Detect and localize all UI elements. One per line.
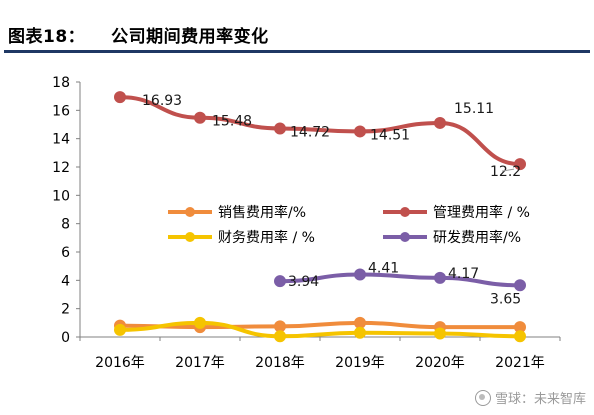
legend-label: 财务费用率 / % [218,229,315,246]
figure-title: 图表18： 公司期间费用率变化 [8,22,269,47]
data-label: 15.11 [454,101,494,117]
data-label: 3.65 [490,291,521,307]
data-point [434,116,446,129]
data-point [354,316,366,329]
x-tick-label: 2021年 [495,355,545,371]
snowball-logo-icon [474,389,491,406]
data-point [274,330,286,343]
legend-swatch-marker [185,207,195,217]
data-point [194,316,206,329]
legend-swatch-marker [400,232,410,242]
data-point [514,330,526,343]
watermark-text: 雪球：未来智库 [494,392,586,407]
data-label: 16.93 [142,93,182,109]
x-tick-label: 2019年 [335,355,385,371]
y-tick-label: 14 [52,132,70,148]
x-tick-label: 2020年 [415,355,465,371]
y-tick-label: 4 [61,273,70,289]
x-tick-label: 2017年 [175,355,225,371]
data-point [514,279,526,292]
y-tick-label: 18 [52,75,70,91]
title-rule [4,50,590,53]
data-point [114,323,126,336]
legend-swatch-marker [400,207,410,217]
y-tick-label: 16 [52,103,70,119]
y-tick-label: 0 [61,330,70,346]
y-tick-label: 12 [52,160,70,176]
x-tick-label: 2016年 [95,355,145,371]
data-point [354,125,366,138]
figure-title-text: 公司期间费用率变化 [111,27,269,47]
legend-label: 销售费用率/% [218,204,306,221]
data-point [514,158,526,171]
y-tick-label: 6 [61,245,70,261]
data-point [434,271,446,284]
data-point [434,327,446,340]
watermark: 雪球：未来智库 [474,388,586,407]
data-label: 12.2 [490,164,521,180]
data-label: 15.48 [212,114,252,130]
data-point [354,268,366,281]
data-label: 14.51 [370,127,410,143]
figure-label: 图表18： [8,27,86,47]
series-line-2 [118,320,522,339]
data-point [354,326,366,339]
legend-label: 管理费用率 / % [433,204,530,221]
data-point [274,122,286,135]
data-point [114,91,126,104]
series-line-3 [278,272,522,288]
data-point [274,320,286,333]
data-label: 4.41 [368,261,399,277]
data-point [274,275,286,288]
series-line-1 [118,95,522,167]
data-label: 3.94 [288,274,319,290]
y-tick-label: 10 [52,188,70,204]
y-tick-label: 2 [61,302,70,318]
data-label-leader [501,168,515,172]
data-point [194,111,206,124]
y-tick-label: 8 [61,217,70,233]
x-tick-label: 2018年 [255,355,305,371]
legend-swatch-marker [185,232,195,242]
data-label: 4.17 [448,266,479,282]
legend-label: 研发费用率/% [433,229,521,246]
data-label: 14.72 [290,124,330,140]
